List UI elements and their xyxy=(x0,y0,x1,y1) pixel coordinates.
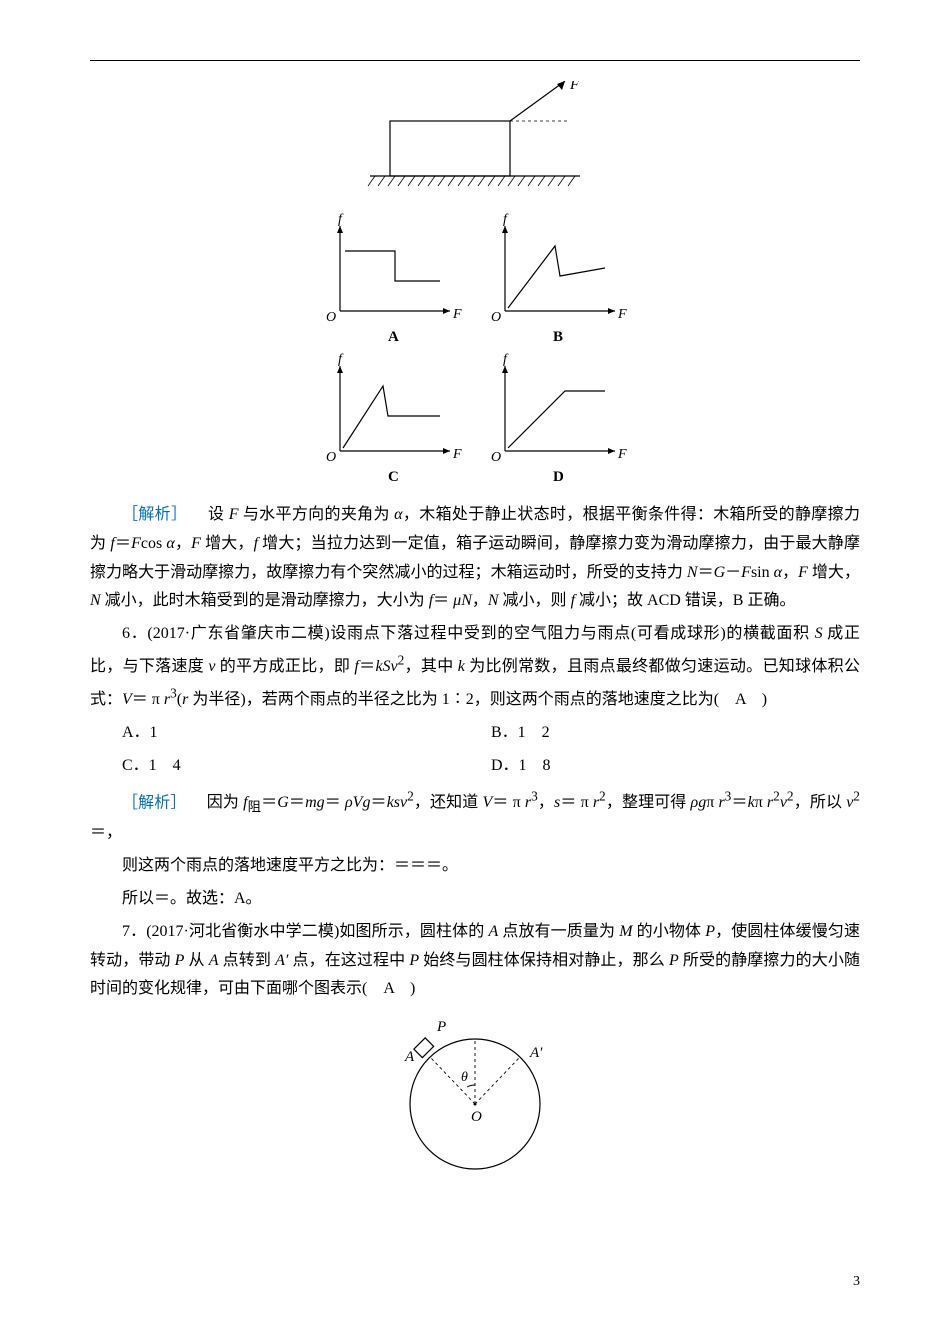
svg-text:O: O xyxy=(326,450,336,465)
q6-option-c: C．1 4 xyxy=(122,752,491,781)
cylinder-figure: P A A′ O θ xyxy=(90,1009,860,1179)
analysis-1: ［解析］ 设 F 与水平方向的夹角为 α，木箱处于静止状态时，根据平衡条件得：木… xyxy=(90,501,860,616)
svg-text:B: B xyxy=(553,329,563,345)
q6-option-b: B．1 2 xyxy=(491,719,860,748)
q7-text: 7．(2017·河北省衡水中学二模)如图所示，圆柱体的 A 点放有一质量为 M … xyxy=(90,923,860,998)
box-force-svg: F xyxy=(360,81,590,191)
analysis-2-line3: 所以＝。故选：A。 xyxy=(90,885,860,914)
four-graphs-figure: f O F A f O F B f O F C xyxy=(90,206,860,486)
svg-text:F: F xyxy=(452,307,462,322)
cylinder-svg: P A A′ O θ xyxy=(375,1009,575,1179)
svg-text:F: F xyxy=(452,447,462,462)
question-6: 6．(2017·广东省肇庆市二模)设雨点下落过程中受到的空气阻力与雨点(可看成球… xyxy=(90,620,860,715)
svg-text:A: A xyxy=(388,329,399,345)
analysis-label-1: ［解析］ xyxy=(122,506,187,523)
label-A: A xyxy=(404,1049,415,1065)
analysis-2-line2: 则这两个雨点的落地速度平方之比为：＝＝＝。 xyxy=(90,852,860,881)
svg-text:F: F xyxy=(617,307,627,322)
svg-text:f: f xyxy=(338,352,344,367)
q6-option-a: A．1 xyxy=(122,719,491,748)
label-A-prime: A′ xyxy=(529,1045,543,1061)
svg-text:O: O xyxy=(326,310,336,325)
label-theta: θ xyxy=(461,1070,468,1085)
q6-text: 6．(2017·广东省肇庆市二模)设雨点下落过程中受到的空气阻力与雨点(可看成球… xyxy=(90,625,860,708)
q6-options-row-1: A．1 B．1 2 xyxy=(90,719,860,748)
svg-text:D: D xyxy=(553,469,564,485)
analysis-2-text: 因为 f阻＝G＝mg＝ ρVg＝ksv2，还知道 V＝ π r3，s＝ π r2… xyxy=(90,794,860,841)
svg-text:O: O xyxy=(491,450,501,465)
svg-text:O: O xyxy=(491,310,501,325)
question-7: 7．(2017·河北省衡水中学二模)如图所示，圆柱体的 A 点放有一质量为 M … xyxy=(90,918,860,1004)
header-rule xyxy=(90,60,860,61)
svg-text:f: f xyxy=(503,212,509,227)
label-O: O xyxy=(471,1109,482,1125)
ground-hatch xyxy=(368,176,575,186)
svg-text:C: C xyxy=(388,469,399,485)
page-number: 3 xyxy=(853,1269,860,1294)
force-label: F xyxy=(569,81,580,93)
q6-options-row-2: C．1 4 D．1 8 xyxy=(90,752,860,781)
label-P: P xyxy=(436,1019,446,1035)
four-graphs-svg: f O F A f O F B f O F C xyxy=(310,206,640,486)
svg-text:f: f xyxy=(503,352,509,367)
analysis-2: ［解析］ 因为 f阻＝G＝mg＝ ρVg＝ksv2，还知道 V＝ π r3，s＝… xyxy=(90,785,860,848)
q6-option-d: D．1 8 xyxy=(491,752,860,781)
analysis-label-2: ［解析］ xyxy=(122,794,186,811)
svg-text:F: F xyxy=(617,447,627,462)
analysis-1-text: 设 F 与水平方向的夹角为 α，木箱处于静止状态时，根据平衡条件得：木箱所受的静… xyxy=(90,506,860,609)
svg-text:f: f xyxy=(338,212,344,227)
box-force-figure: F xyxy=(90,81,860,191)
